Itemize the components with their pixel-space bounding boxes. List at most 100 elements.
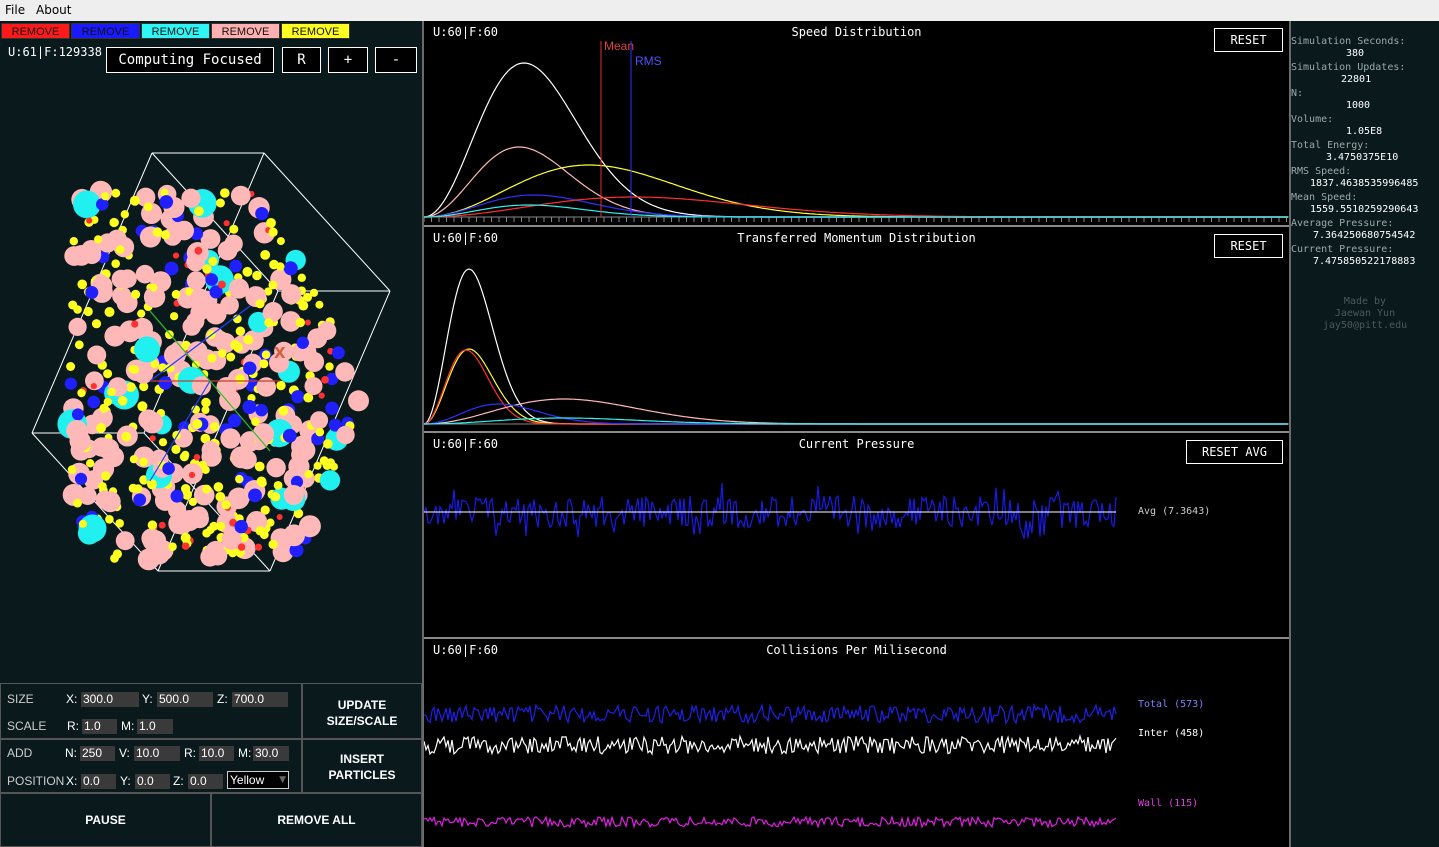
particle: [104, 307, 115, 317]
particle: [94, 235, 103, 244]
particle: [78, 486, 97, 505]
menu-file[interactable]: File: [5, 3, 26, 17]
size-x-field[interactable]: 300.0: [81, 692, 139, 707]
particle: [202, 484, 212, 494]
particle: [213, 482, 224, 492]
speed-reset-button[interactable]: RESET: [1214, 28, 1283, 52]
pos-z-field[interactable]: 0.0: [188, 774, 223, 789]
particle: [268, 280, 278, 290]
pause-button[interactable]: PAUSE: [85, 813, 126, 827]
particle: [289, 543, 304, 558]
particle: [283, 524, 305, 547]
particle: [98, 482, 107, 491]
particle: [310, 411, 329, 430]
menu-about[interactable]: About: [36, 3, 72, 17]
particle: [252, 423, 275, 445]
volume-value: 1.05E8: [1346, 126, 1383, 137]
size-z-field[interactable]: 700.0: [232, 692, 288, 707]
color-select[interactable]: Yellow ▼: [227, 771, 289, 789]
pressure-series: [424, 482, 1117, 539]
yellow-speed-curve: [424, 164, 1288, 218]
particle: [129, 455, 138, 464]
reset-view-button[interactable]: R: [282, 47, 321, 73]
particle: [243, 361, 257, 375]
momentum-reset-button[interactable]: RESET: [1214, 234, 1283, 258]
volume-key: Volume:: [1291, 114, 1334, 125]
particle: [131, 320, 139, 328]
particle: [276, 514, 283, 520]
particle: [217, 348, 227, 358]
collisions-total-label: Total (573): [1138, 699, 1205, 710]
remove-blue-button[interactable]: REMOVE: [71, 23, 140, 39]
n-value: 1000: [1346, 100, 1371, 111]
particle: [190, 509, 209, 529]
particle: [71, 245, 92, 266]
particle: [259, 530, 269, 540]
particle: [115, 245, 125, 254]
update-size-scale-button[interactable]: UPDATE SIZE/SCALE: [302, 697, 422, 729]
particle: [215, 491, 226, 502]
particle: [254, 543, 263, 551]
pressure-reset-avg-button[interactable]: RESET AVG: [1186, 440, 1283, 464]
particle: [137, 401, 148, 412]
particle: [200, 229, 221, 249]
zoom-in-button[interactable]: +: [328, 47, 368, 73]
scale-r-field[interactable]: 1.0: [82, 719, 117, 734]
particle: [181, 542, 190, 550]
sim-updates-value: 22801: [1341, 74, 1372, 85]
add-m-field[interactable]: 30.0: [253, 746, 289, 761]
particle: [201, 440, 220, 459]
left-divider: [422, 21, 424, 847]
particle: [172, 252, 180, 259]
particle: [115, 531, 135, 551]
momentum-distribution-graph: U:60|F:60 Transferred Momentum Distribut…: [424, 227, 1289, 433]
remove-all-button[interactable]: REMOVE ALL: [277, 813, 356, 827]
particle: [255, 299, 265, 309]
pos-y-field[interactable]: 0.0: [135, 774, 170, 789]
pressure-graph-counter: U:60|F:60: [433, 437, 499, 451]
size-y-field[interactable]: 500.0: [157, 692, 213, 707]
particle: [283, 485, 304, 505]
particle: [226, 352, 236, 362]
speed-distribution-graph: U:60|F:60 Speed Distribution RESET Mean …: [424, 21, 1289, 227]
chevron-down-icon: ▼: [279, 775, 286, 785]
add-v-label: V:: [119, 746, 130, 760]
particle: [332, 346, 345, 360]
particle: [209, 285, 223, 299]
scale-m-field[interactable]: 1.0: [137, 719, 173, 734]
particle: [313, 461, 322, 470]
computing-mode-button[interactable]: Computing Focused: [106, 47, 274, 73]
remove-yellow-button[interactable]: REMOVE: [281, 23, 350, 39]
add-label: ADD: [7, 746, 33, 760]
add-r-field[interactable]: 10.0: [199, 746, 234, 761]
particle: [255, 207, 269, 221]
total-momentum-curve: [424, 268, 1288, 425]
particle-view[interactable]: [0, 81, 422, 681]
remove-pink-button[interactable]: REMOVE: [211, 23, 280, 39]
mean-key: Mean Speed:: [1291, 192, 1358, 203]
particle: [235, 474, 244, 484]
add-position-group: [0, 739, 302, 793]
particle: [283, 261, 298, 276]
add-n-field[interactable]: 250: [80, 746, 115, 761]
particle: [194, 206, 204, 217]
particle: [164, 261, 179, 276]
add-n-label: N:: [65, 746, 77, 760]
zoom-out-button[interactable]: -: [375, 47, 417, 73]
remove-cyan-button[interactable]: REMOVE: [141, 23, 210, 39]
insert-button-line1: INSERT: [339, 752, 384, 766]
particle: [171, 444, 181, 454]
particle: [105, 515, 114, 524]
insert-particles-button[interactable]: INSERT PARTICLES: [302, 751, 422, 783]
update-button-line2: SIZE/SCALE: [326, 714, 398, 728]
particle: [164, 344, 186, 366]
particle: [78, 514, 107, 543]
particle: [315, 300, 324, 309]
particle: [262, 303, 282, 323]
remove-red-button[interactable]: REMOVE: [1, 23, 70, 39]
particle: [143, 286, 166, 308]
particle: [230, 339, 241, 350]
particle: [135, 264, 155, 284]
pos-x-field[interactable]: 0.0: [81, 774, 116, 789]
add-v-field[interactable]: 10.0: [134, 746, 180, 761]
